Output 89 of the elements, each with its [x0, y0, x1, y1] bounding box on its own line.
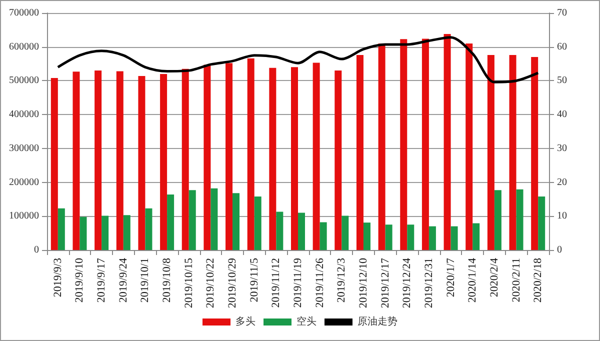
y2-tick-label: 20 — [557, 176, 567, 188]
bar — [116, 71, 124, 250]
bar — [226, 63, 233, 250]
bar — [450, 226, 458, 250]
bar — [232, 193, 240, 250]
bar — [363, 222, 370, 250]
y2-tick-label: 10 — [557, 210, 567, 222]
bar — [407, 224, 414, 250]
bar — [160, 74, 168, 250]
x-tick-label: 2019/9/24 — [117, 258, 130, 303]
legend-label: 空头 — [296, 316, 316, 328]
x-tick-label: 2019/10/15 — [182, 258, 195, 308]
bar — [466, 43, 473, 250]
x-tick-label: 2019/12/24 — [401, 258, 414, 308]
y-tick-label: 700000 — [9, 8, 39, 18]
x-tick-label: 2019/11/12 — [270, 258, 282, 308]
x-tick-label: 2019/10/8 — [161, 258, 174, 303]
y-tick-label: 100000 — [9, 210, 39, 222]
y2-tick-label: 60 — [557, 41, 567, 52]
x-tick-label: 2019/12/31 — [422, 258, 435, 308]
legend-label: 原油走势 — [358, 316, 398, 328]
bar — [188, 190, 196, 250]
y-tick-label: 400000 — [9, 109, 39, 120]
x-tick-label: 2019/10/1 — [139, 258, 152, 303]
bar — [334, 70, 342, 250]
x-tick-label: 2019/10/22 — [204, 258, 217, 308]
bar — [210, 188, 218, 250]
x-tick-label: 2019/11/26 — [314, 258, 326, 308]
bar — [538, 196, 546, 250]
x-tick-label: 2019/9/3 — [52, 258, 64, 298]
x-tick-label: 2019/11/19 — [292, 258, 304, 308]
bar — [247, 58, 254, 250]
bar — [269, 68, 276, 250]
bar — [342, 216, 349, 250]
bar — [312, 62, 320, 250]
bar — [58, 208, 65, 250]
bar — [400, 39, 408, 250]
bar — [291, 67, 298, 250]
bar — [487, 54, 494, 250]
bar — [378, 43, 386, 250]
x-tick-label: 2019/12/17 — [379, 258, 392, 308]
bar — [516, 189, 524, 250]
bar — [298, 212, 305, 250]
bar — [123, 215, 130, 250]
bar — [50, 78, 58, 250]
bar — [167, 194, 174, 250]
bar — [72, 72, 80, 250]
bar — [422, 38, 429, 250]
y2-tick-label: 0 — [557, 244, 562, 256]
x-tick-label: 2020/2/11 — [510, 258, 522, 302]
bar — [204, 64, 211, 250]
line-series — [56, 36, 540, 84]
bar — [320, 222, 327, 250]
y2-tick-label: 50 — [557, 75, 567, 86]
x-tick-label: 2020/1/7 — [444, 258, 457, 298]
legend-label: 多头 — [236, 316, 256, 328]
y2-tick-label: 30 — [557, 142, 567, 154]
y-tick-label: 300000 — [9, 142, 39, 154]
bar — [94, 70, 102, 250]
bar — [385, 224, 392, 250]
x-tick-label: 2019/12/3 — [336, 258, 348, 303]
bar — [472, 223, 480, 250]
bar — [444, 34, 451, 250]
x-tick-label: 2020/2/4 — [488, 258, 500, 298]
bar — [145, 208, 152, 250]
bar — [80, 216, 87, 250]
bar — [356, 54, 364, 250]
y2-tick-label: 40 — [557, 109, 567, 120]
x-tick-label: 2020/2/18 — [532, 258, 544, 303]
bar — [509, 54, 516, 250]
bar — [138, 76, 146, 250]
x-tick-label: 2019/11/5 — [248, 258, 260, 302]
bar — [254, 196, 262, 250]
bar — [531, 57, 538, 250]
y-tick-label: 200000 — [9, 176, 39, 188]
x-tick-label: 2019/9/10 — [74, 258, 86, 303]
y-tick-label: 0 — [34, 244, 39, 256]
y-tick-label: 600000 — [9, 41, 39, 52]
y-tick-label: 500000 — [9, 75, 39, 86]
x-tick-label: 2019/12/10 — [357, 258, 370, 308]
bar — [428, 226, 436, 250]
x-tick-label: 2020/1/14 — [466, 258, 479, 303]
bar — [182, 68, 189, 250]
bar — [102, 216, 109, 250]
y2-tick-label: 70 — [557, 8, 567, 18]
x-tick-label: 2019/9/17 — [96, 258, 108, 303]
x-tick-label: 2019/10/29 — [226, 258, 239, 308]
bar — [276, 212, 284, 250]
bar — [494, 190, 502, 250]
